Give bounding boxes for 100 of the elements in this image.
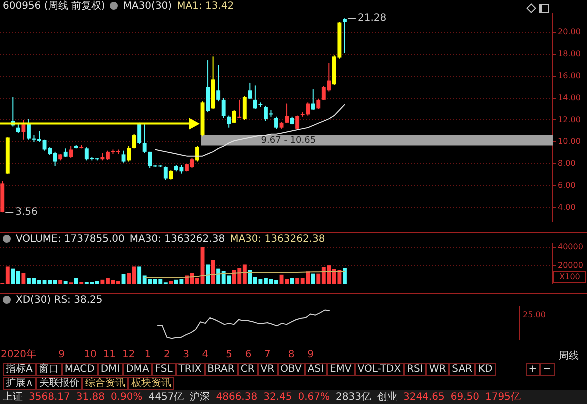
bar <box>206 264 210 284</box>
candlestick <box>216 64 221 102</box>
candlestick <box>316 98 321 110</box>
text: KD <box>475 362 496 376</box>
text: − <box>540 362 555 376</box>
text: 3568.17 <box>29 392 70 402</box>
candlestick <box>26 118 31 140</box>
text: 1795亿 <box>485 392 521 402</box>
text: RSI <box>404 362 426 376</box>
y-tick-label: 40000 <box>558 242 584 252</box>
candlestick <box>227 115 232 128</box>
x-tick-label: 9 <box>58 350 65 361</box>
text: 创业 <box>377 392 398 402</box>
band-label: 9.67 - 10.65 <box>261 136 316 146</box>
bar <box>290 278 294 284</box>
candlestick <box>142 124 147 154</box>
x-tick-label: 2 <box>164 350 170 361</box>
bar <box>342 268 347 284</box>
x-tick-label: 8 <box>288 350 295 361</box>
y-tick-label: 12.00 <box>558 115 581 124</box>
text: DMA <box>123 362 152 376</box>
text: MA30(30) <box>123 0 172 12</box>
text: 31.88 <box>76 392 105 402</box>
text: 4457亿 <box>148 392 184 402</box>
annotation: VOLUME: 1737855.00 <box>16 234 125 244</box>
text: 沪深 <box>190 392 210 402</box>
candlestick <box>69 146 74 160</box>
text: VOL-TDX <box>354 362 404 376</box>
candlestick <box>22 120 26 140</box>
text: 0.90% <box>111 392 143 402</box>
text: 2833亿 <box>336 392 372 402</box>
candlestick <box>242 96 247 121</box>
text: SAR <box>449 362 476 376</box>
text: OBV <box>278 362 305 376</box>
x-tick-label: 1 <box>144 350 152 361</box>
candlestick <box>196 146 200 162</box>
text: DMI <box>98 362 124 376</box>
text: 指标A <box>3 362 36 376</box>
x-tick-label: 7 <box>264 350 271 361</box>
bar <box>211 260 216 284</box>
candlestick <box>222 98 226 118</box>
y-tick-label: 16.00 <box>558 71 581 80</box>
text: MA1: 13.42 <box>177 0 234 12</box>
bar <box>58 280 63 284</box>
text: 板块资讯 <box>128 376 174 390</box>
x-tick-label: 3 <box>183 350 190 361</box>
candlestick <box>127 146 132 162</box>
candlestick <box>342 18 347 54</box>
x-tick-label: 2020年 <box>1 348 36 361</box>
text: WR <box>426 362 450 376</box>
text: 0.67% <box>298 392 330 402</box>
text: MACD <box>62 362 98 376</box>
text: FSL <box>152 362 176 376</box>
candlestick <box>274 116 278 130</box>
candlestick <box>285 103 290 124</box>
y-tick-label: 4.00 <box>558 202 576 212</box>
y-tick-label: 14.00 <box>558 93 581 102</box>
bar <box>74 278 78 284</box>
candlestick <box>232 110 236 124</box>
text: EMV <box>326 362 355 376</box>
text: 周线 <box>559 350 579 362</box>
text: 3244.65 <box>403 392 445 402</box>
y-tick-label: 10.00 <box>558 137 581 146</box>
x-tick-label: 5 <box>226 350 233 361</box>
x-tick-label: 12 <box>122 350 136 361</box>
chart-title: 600956 (周线 前复权) <box>3 0 106 13</box>
text: TRIX <box>176 362 205 376</box>
candlestick <box>248 82 252 100</box>
y-axis-title: X100 <box>560 272 580 282</box>
text: 32.45 <box>264 392 292 402</box>
annotation: 3.56 <box>16 207 38 218</box>
y-tick-label: 20.00 <box>558 28 581 37</box>
text: ASI <box>304 362 327 376</box>
bar <box>311 274 316 284</box>
x-tick-label: 6 <box>245 350 252 361</box>
candlestick <box>311 89 316 111</box>
x-tick-label: 10 <box>84 350 97 361</box>
y-tick-label: 20000 <box>558 260 584 270</box>
text: 25.00 <box>523 310 546 320</box>
text: + <box>526 362 540 376</box>
bar <box>64 281 68 284</box>
annotation: 21.28 <box>358 13 387 24</box>
candlestick <box>296 115 300 131</box>
text: 关联报价 <box>36 376 82 390</box>
y-tick-label: 18.00 <box>558 50 581 59</box>
bar <box>22 273 26 284</box>
x-tick-label: 9 <box>308 350 314 361</box>
chart-title: XD(30) RS: 38.25 <box>16 294 103 306</box>
text: 69.50 <box>450 392 480 402</box>
text: BRAR <box>204 362 238 376</box>
y-tick-label: 6.00 <box>558 180 576 190</box>
text: 窗口 <box>36 362 62 376</box>
text: VR <box>258 362 278 376</box>
annotation: MA30: 1363262.38 <box>230 234 326 244</box>
candlestick <box>122 150 126 164</box>
candlestick <box>169 170 174 180</box>
text: 上证 <box>3 392 23 402</box>
bar <box>169 281 174 284</box>
candlestick <box>132 134 136 150</box>
text: 扩展∧ <box>3 376 36 390</box>
